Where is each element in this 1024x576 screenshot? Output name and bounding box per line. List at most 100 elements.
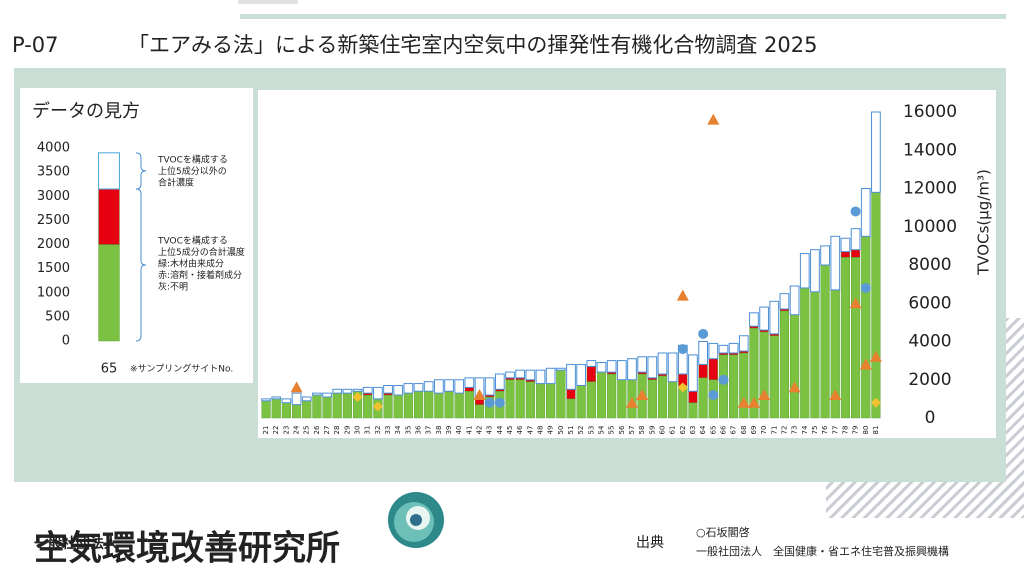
x-tick-label: 60 (658, 426, 666, 435)
bar-segment (759, 331, 769, 419)
bar-segment (596, 362, 607, 373)
bar-segment (383, 394, 393, 419)
bar-segment (546, 383, 556, 419)
x-tick-label: 32 (374, 426, 382, 435)
bar-segment (810, 291, 820, 419)
bar-segment (352, 388, 363, 392)
circle-marker (494, 397, 505, 408)
bar-segment (98, 244, 120, 342)
x-tick-label: 38 (435, 426, 443, 435)
y-tick-label: 4000 (908, 332, 951, 352)
category-note: ※サンプリングサイトNo. (130, 363, 233, 375)
bar-segment (362, 386, 373, 394)
bar-segment (616, 360, 627, 381)
diamond-marker (677, 382, 688, 393)
bar-segment (576, 385, 586, 419)
bar-segment (820, 264, 830, 419)
x-tick-label: 74 (801, 425, 809, 434)
bar-segment (291, 392, 302, 406)
x-tick-label: 78 (841, 426, 849, 435)
x-tick-label: 39 (445, 426, 453, 435)
circle-marker (677, 344, 688, 355)
bar-segment (688, 354, 698, 392)
bar-segment (556, 369, 566, 419)
y-tick-label: 2000 (908, 370, 951, 390)
circle-marker (698, 328, 709, 339)
bar-segment (474, 404, 485, 419)
bar-segment (708, 358, 718, 380)
bar-segment (261, 400, 271, 419)
bar-segment (851, 257, 861, 419)
annotation-text: 上位5成分以外の (158, 165, 227, 177)
org-name: 空気環境改善研究所 (34, 529, 340, 569)
bar-segment (98, 188, 120, 245)
x-tick-label: 63 (689, 426, 697, 435)
x-tick-label: 55 (608, 426, 616, 435)
bar-segment (413, 391, 424, 419)
bar-segment (301, 396, 312, 402)
y-tick-label: 1500 (37, 261, 70, 276)
bar-segment (98, 152, 120, 190)
bar-segment (769, 335, 779, 419)
bar-segment (738, 335, 749, 352)
bar-segment (484, 377, 495, 396)
bar-segment (790, 314, 800, 419)
bar-segment (871, 192, 881, 419)
triangle-marker (707, 113, 720, 125)
circle-marker (850, 206, 861, 217)
x-tick-label: 34 (394, 425, 402, 434)
bar-segment (292, 404, 302, 419)
x-tick-label: 61 (669, 426, 677, 435)
diamond-marker (352, 391, 363, 402)
bar-segment (800, 287, 810, 419)
bar-segment (861, 236, 871, 419)
x-tick-label: 62 (679, 426, 687, 435)
bar-segment (281, 402, 291, 419)
y-tick-label: 2500 (37, 213, 70, 228)
bar-segment (383, 384, 393, 394)
x-tick-label: 27 (323, 426, 331, 435)
bar-segment (505, 371, 515, 379)
bar-segment (332, 392, 342, 419)
triangle-marker (636, 389, 649, 401)
x-tick-label: 52 (577, 426, 585, 435)
x-tick-label: 45 (506, 426, 514, 435)
triangle-marker (859, 358, 872, 370)
bar-segment (668, 381, 678, 419)
bar-segment (718, 354, 729, 419)
bar-segment (494, 373, 505, 390)
bar-segment (850, 228, 861, 251)
bar-segment (312, 394, 322, 419)
bar-segment (423, 381, 434, 392)
bar-segment (322, 396, 332, 419)
bar-segment (271, 398, 281, 419)
x-tick-label: 40 (455, 426, 463, 435)
annotation-text: TVOCを構成する (157, 154, 228, 166)
bar-segment (281, 398, 292, 404)
bar-segment (617, 379, 627, 419)
logo (388, 492, 444, 548)
bar-segment (566, 398, 576, 419)
bar-segment (363, 394, 373, 419)
x-tick-label: 46 (516, 425, 524, 434)
bar-segment (342, 388, 353, 394)
x-tick-label: 31 (364, 426, 372, 435)
x-tick-label: 58 (638, 426, 646, 435)
y-tick-label: 0 (62, 334, 70, 349)
x-tick-label: 65 (101, 362, 118, 377)
triangle-marker (758, 389, 771, 401)
x-tick-label: 33 (384, 426, 392, 435)
bar-segment (667, 352, 678, 383)
y-tick-label: 16000 (903, 102, 957, 122)
y-tick-label: 8000 (908, 255, 951, 275)
legend-title: データの見方 (32, 101, 140, 122)
y-tick-label: 14000 (903, 140, 957, 160)
bar-segment (413, 383, 424, 392)
y-tick-label: 500 (45, 309, 70, 324)
bar-segment (525, 369, 536, 381)
triangle-marker (737, 396, 750, 408)
x-tick-label: 79 (852, 426, 860, 435)
bar-segment (464, 391, 474, 419)
x-tick-label: 56 (618, 425, 626, 434)
source-label: 出典 (636, 535, 664, 551)
